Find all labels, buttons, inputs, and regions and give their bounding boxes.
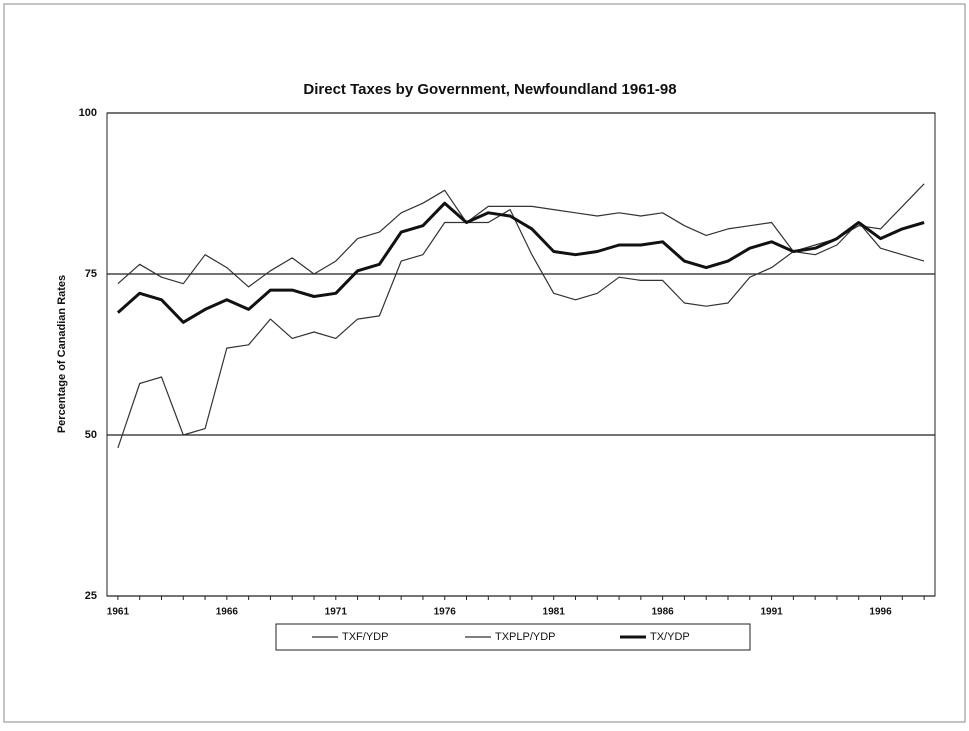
series-line (117, 189, 925, 288)
x-tick-label: 1986 (652, 607, 675, 618)
series-line (117, 183, 925, 449)
x-tick-label: 1991 (760, 607, 783, 618)
legend-label: TX/YDP (650, 631, 690, 643)
y-tick-label: 50 (85, 429, 97, 441)
legend-label: TXPLP/YDP (495, 631, 556, 643)
x-tick-label: 1961 (107, 607, 130, 618)
x-tick-label: 1976 (434, 607, 457, 618)
x-tick-label: 1996 (869, 607, 892, 618)
legend (275, 623, 751, 651)
y-tick-label: 25 (85, 590, 97, 602)
y-tick-label: 75 (85, 268, 97, 280)
y-axis-label: Percentage of Canadian Rates (56, 275, 68, 433)
plot-area (106, 112, 936, 597)
x-tick-label: 1966 (216, 607, 239, 618)
x-tick-label: 1981 (543, 607, 566, 618)
y-tick-label: 100 (79, 107, 97, 119)
series-line (116, 201, 925, 324)
x-tick-label: 1971 (325, 607, 348, 618)
legend-label: TXF/YDP (342, 631, 388, 643)
chart-title: Direct Taxes by Government, Newfoundland… (303, 81, 676, 98)
